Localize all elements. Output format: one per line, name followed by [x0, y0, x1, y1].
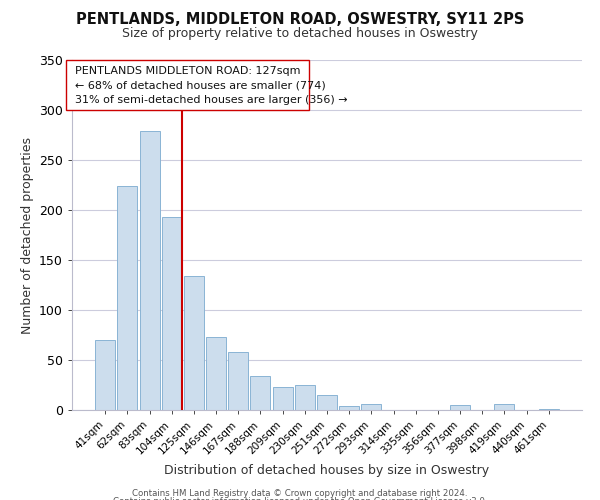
- Bar: [228, 352, 248, 410]
- Bar: [494, 404, 514, 410]
- Bar: [450, 405, 470, 410]
- Text: ← 68% of detached houses are smaller (774): ← 68% of detached houses are smaller (77…: [75, 80, 326, 90]
- Bar: [272, 387, 293, 410]
- Text: PENTLANDS MIDDLETON ROAD: 127sqm: PENTLANDS MIDDLETON ROAD: 127sqm: [75, 66, 301, 76]
- Bar: [95, 340, 115, 410]
- Bar: [140, 131, 160, 410]
- Text: Size of property relative to detached houses in Oswestry: Size of property relative to detached ho…: [122, 28, 478, 40]
- Bar: [361, 404, 382, 410]
- Bar: [339, 406, 359, 410]
- Bar: [295, 385, 315, 410]
- Y-axis label: Number of detached properties: Number of detached properties: [20, 136, 34, 334]
- Bar: [206, 337, 226, 410]
- Text: PENTLANDS, MIDDLETON ROAD, OSWESTRY, SY11 2PS: PENTLANDS, MIDDLETON ROAD, OSWESTRY, SY1…: [76, 12, 524, 28]
- X-axis label: Distribution of detached houses by size in Oswestry: Distribution of detached houses by size …: [164, 464, 490, 477]
- Bar: [184, 276, 204, 410]
- Text: Contains HM Land Registry data © Crown copyright and database right 2024.: Contains HM Land Registry data © Crown c…: [132, 489, 468, 498]
- Bar: [250, 376, 271, 410]
- Bar: [539, 409, 559, 410]
- Text: 31% of semi-detached houses are larger (356) →: 31% of semi-detached houses are larger (…: [75, 94, 347, 104]
- Text: Contains public sector information licensed under the Open Government Licence v3: Contains public sector information licen…: [113, 497, 487, 500]
- Bar: [162, 217, 182, 410]
- Bar: [118, 186, 137, 410]
- Bar: [317, 395, 337, 410]
